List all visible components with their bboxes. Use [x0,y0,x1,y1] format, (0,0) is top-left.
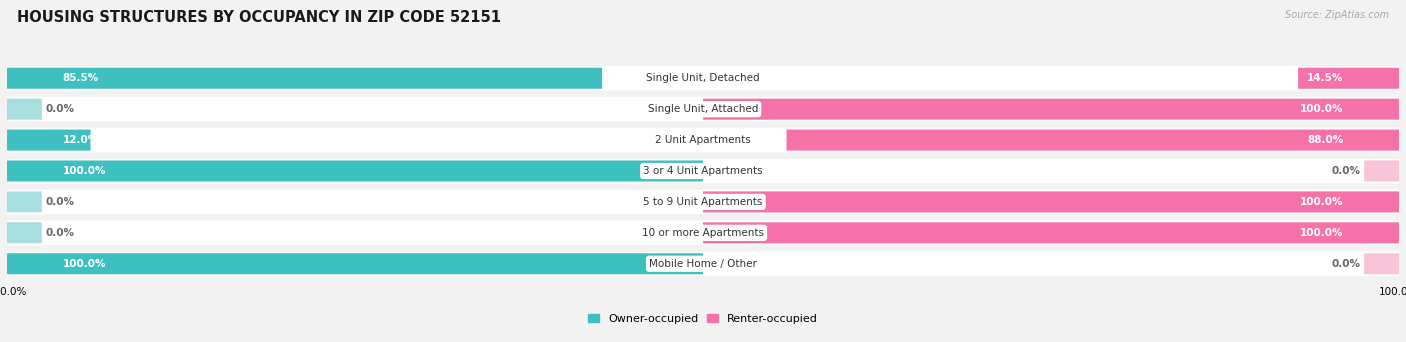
Text: 12.0%: 12.0% [63,135,98,145]
Text: 100.0%: 100.0% [63,166,107,176]
FancyBboxPatch shape [7,221,1399,245]
Text: 5 to 9 Unit Apartments: 5 to 9 Unit Apartments [644,197,762,207]
FancyBboxPatch shape [7,253,703,274]
Text: Source: ZipAtlas.com: Source: ZipAtlas.com [1285,10,1389,20]
FancyBboxPatch shape [7,222,42,244]
Text: 0.0%: 0.0% [1331,166,1361,176]
Text: 14.5%: 14.5% [1308,73,1343,83]
Text: 0.0%: 0.0% [45,104,75,114]
Text: 100.0%: 100.0% [63,259,107,269]
Text: 0.0%: 0.0% [45,228,75,238]
FancyBboxPatch shape [1364,160,1399,182]
FancyBboxPatch shape [703,98,1399,120]
FancyBboxPatch shape [1298,68,1399,89]
Text: 2 Unit Apartments: 2 Unit Apartments [655,135,751,145]
Legend: Owner-occupied, Renter-occupied: Owner-occupied, Renter-occupied [583,309,823,328]
FancyBboxPatch shape [7,130,90,150]
Text: Mobile Home / Other: Mobile Home / Other [650,259,756,269]
Text: Single Unit, Detached: Single Unit, Detached [647,73,759,83]
Text: 88.0%: 88.0% [1308,135,1343,145]
Text: HOUSING STRUCTURES BY OCCUPANCY IN ZIP CODE 52151: HOUSING STRUCTURES BY OCCUPANCY IN ZIP C… [17,10,501,25]
FancyBboxPatch shape [7,98,42,120]
FancyBboxPatch shape [1364,253,1399,274]
FancyBboxPatch shape [7,160,703,182]
FancyBboxPatch shape [7,68,602,89]
FancyBboxPatch shape [7,66,1399,91]
FancyBboxPatch shape [7,159,1399,183]
Text: 100.0%: 100.0% [1299,104,1343,114]
FancyBboxPatch shape [7,128,1399,153]
FancyBboxPatch shape [786,130,1399,150]
FancyBboxPatch shape [703,222,1399,244]
Text: Single Unit, Attached: Single Unit, Attached [648,104,758,114]
FancyBboxPatch shape [7,192,42,212]
FancyBboxPatch shape [7,251,1399,276]
Text: 3 or 4 Unit Apartments: 3 or 4 Unit Apartments [643,166,763,176]
Text: 100.0%: 100.0% [1299,197,1343,207]
Text: 85.5%: 85.5% [63,73,98,83]
Text: 10 or more Apartments: 10 or more Apartments [643,228,763,238]
FancyBboxPatch shape [703,192,1399,212]
Text: 0.0%: 0.0% [45,197,75,207]
FancyBboxPatch shape [7,97,1399,121]
FancyBboxPatch shape [7,189,1399,214]
Text: 0.0%: 0.0% [1331,259,1361,269]
Text: 100.0%: 100.0% [1299,228,1343,238]
